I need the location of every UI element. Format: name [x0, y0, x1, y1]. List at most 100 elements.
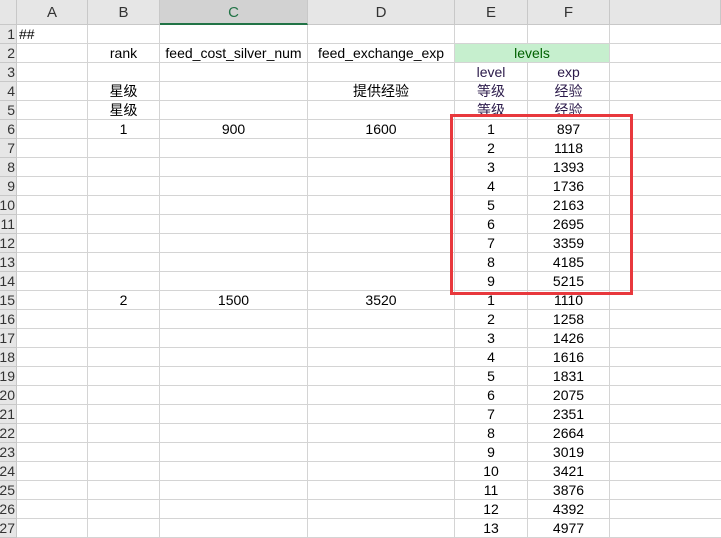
- cell-c10[interactable]: [160, 196, 308, 215]
- row-header-2[interactable]: 2: [0, 44, 17, 63]
- cell-d24[interactable]: [308, 462, 455, 481]
- cell-a23[interactable]: [17, 443, 88, 462]
- cell-e7[interactable]: 2: [455, 139, 528, 158]
- cell-g12[interactable]: [610, 234, 721, 253]
- cell-c14[interactable]: [160, 272, 308, 291]
- cell-g6[interactable]: [610, 120, 721, 139]
- cell-e1[interactable]: [455, 25, 528, 44]
- cell-b10[interactable]: [88, 196, 160, 215]
- cell-c22[interactable]: [160, 424, 308, 443]
- row-header-20[interactable]: 20: [0, 386, 17, 405]
- cell-c7[interactable]: [160, 139, 308, 158]
- cell-c26[interactable]: [160, 500, 308, 519]
- cell-b16[interactable]: [88, 310, 160, 329]
- cell-f25[interactable]: 3876: [528, 481, 610, 500]
- cell-d10[interactable]: [308, 196, 455, 215]
- cell-e6[interactable]: 1: [455, 120, 528, 139]
- cell-g1[interactable]: [610, 25, 721, 44]
- cell-d13[interactable]: [308, 253, 455, 272]
- cell-d7[interactable]: [308, 139, 455, 158]
- cell-c13[interactable]: [160, 253, 308, 272]
- row-header-26[interactable]: 26: [0, 500, 17, 519]
- cell-a19[interactable]: [17, 367, 88, 386]
- cell-e9[interactable]: 4: [455, 177, 528, 196]
- cell-f5[interactable]: 经验: [528, 101, 610, 120]
- cell-a10[interactable]: [17, 196, 88, 215]
- row-header-19[interactable]: 19: [0, 367, 17, 386]
- cell-e27[interactable]: 13: [455, 519, 528, 538]
- cell-e21[interactable]: 7: [455, 405, 528, 424]
- cell-c11[interactable]: [160, 215, 308, 234]
- cell-a5[interactable]: [17, 101, 88, 120]
- cell-g17[interactable]: [610, 329, 721, 348]
- cell-b5[interactable]: 星级: [88, 101, 160, 120]
- cell-b24[interactable]: [88, 462, 160, 481]
- cell-g10[interactable]: [610, 196, 721, 215]
- cell-g27[interactable]: [610, 519, 721, 538]
- row-header-13[interactable]: 13: [0, 253, 17, 272]
- cell-g8[interactable]: [610, 158, 721, 177]
- row-header-14[interactable]: 14: [0, 272, 17, 291]
- cell-g18[interactable]: [610, 348, 721, 367]
- cell-d23[interactable]: [308, 443, 455, 462]
- cell-b2[interactable]: rank: [88, 44, 160, 63]
- cell-c8[interactable]: [160, 158, 308, 177]
- column-header-d[interactable]: D: [308, 0, 455, 25]
- cell-g19[interactable]: [610, 367, 721, 386]
- cell-g2[interactable]: [610, 44, 721, 63]
- cell-b23[interactable]: [88, 443, 160, 462]
- cell-f8[interactable]: 1393: [528, 158, 610, 177]
- cell-d4[interactable]: 提供经验: [308, 82, 455, 101]
- cell-g22[interactable]: [610, 424, 721, 443]
- cell-b25[interactable]: [88, 481, 160, 500]
- cell-g20[interactable]: [610, 386, 721, 405]
- cell-f6[interactable]: 897: [528, 120, 610, 139]
- column-header-g[interactable]: [610, 0, 721, 25]
- cell-b13[interactable]: [88, 253, 160, 272]
- row-header-7[interactable]: 7: [0, 139, 17, 158]
- cell-b15[interactable]: 2: [88, 291, 160, 310]
- cell-f26[interactable]: 4392: [528, 500, 610, 519]
- cell-a2[interactable]: [17, 44, 88, 63]
- cell-d9[interactable]: [308, 177, 455, 196]
- column-header-f[interactable]: F: [528, 0, 610, 25]
- cell-d3[interactable]: [308, 63, 455, 82]
- cell-e26[interactable]: 12: [455, 500, 528, 519]
- row-header-6[interactable]: 6: [0, 120, 17, 139]
- cell-a11[interactable]: [17, 215, 88, 234]
- cell-f16[interactable]: 1258: [528, 310, 610, 329]
- cell-e8[interactable]: 3: [455, 158, 528, 177]
- cell-d27[interactable]: [308, 519, 455, 538]
- cell-e5[interactable]: 等级: [455, 101, 528, 120]
- cell-f13[interactable]: 4185: [528, 253, 610, 272]
- cell-b22[interactable]: [88, 424, 160, 443]
- column-header-c[interactable]: C: [160, 0, 308, 25]
- cell-d19[interactable]: [308, 367, 455, 386]
- cell-d1[interactable]: [308, 25, 455, 44]
- cell-e13[interactable]: 8: [455, 253, 528, 272]
- cell-f9[interactable]: 1736: [528, 177, 610, 196]
- cell-g7[interactable]: [610, 139, 721, 158]
- cell-b7[interactable]: [88, 139, 160, 158]
- cell-f20[interactable]: 2075: [528, 386, 610, 405]
- row-header-5[interactable]: 5: [0, 101, 17, 120]
- cell-e17[interactable]: 3: [455, 329, 528, 348]
- cell-c6[interactable]: 900: [160, 120, 308, 139]
- cell-e25[interactable]: 11: [455, 481, 528, 500]
- cell-g16[interactable]: [610, 310, 721, 329]
- cell-d15[interactable]: 3520: [308, 291, 455, 310]
- cell-f21[interactable]: 2351: [528, 405, 610, 424]
- row-header-27[interactable]: 27: [0, 519, 17, 538]
- cell-e16[interactable]: 2: [455, 310, 528, 329]
- cell-d2[interactable]: feed_exchange_exp: [308, 44, 455, 63]
- cell-g9[interactable]: [610, 177, 721, 196]
- cell-c16[interactable]: [160, 310, 308, 329]
- cell-e23[interactable]: 9: [455, 443, 528, 462]
- cell-d11[interactable]: [308, 215, 455, 234]
- cell-d16[interactable]: [308, 310, 455, 329]
- row-header-3[interactable]: 3: [0, 63, 17, 82]
- cell-c25[interactable]: [160, 481, 308, 500]
- cell-e24[interactable]: 10: [455, 462, 528, 481]
- cell-e2[interactable]: levels: [455, 44, 610, 63]
- cell-c23[interactable]: [160, 443, 308, 462]
